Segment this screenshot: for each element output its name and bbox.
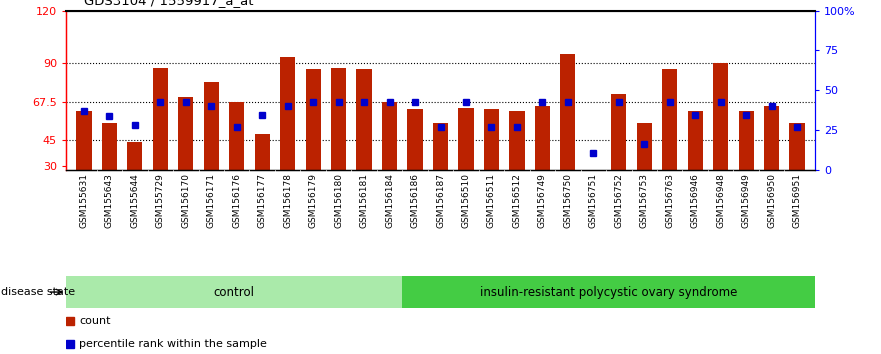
Text: control: control [213, 286, 255, 298]
Text: GSM155631: GSM155631 [79, 173, 88, 228]
Bar [663, 69, 677, 170]
Text: GSM155729: GSM155729 [156, 173, 165, 228]
Text: GSM156187: GSM156187 [436, 173, 445, 228]
Bar [152, 68, 168, 170]
Bar [560, 54, 575, 170]
Text: insulin-resistant polycystic ovary syndrome: insulin-resistant polycystic ovary syndr… [479, 286, 737, 298]
Text: GSM156950: GSM156950 [767, 173, 776, 228]
Text: GSM156170: GSM156170 [181, 173, 190, 228]
Text: GSM155644: GSM155644 [130, 173, 139, 228]
Text: GSM156176: GSM156176 [233, 173, 241, 228]
Text: GSM156751: GSM156751 [589, 173, 598, 228]
Bar [637, 123, 652, 170]
Text: disease state: disease state [1, 287, 75, 297]
Text: percentile rank within the sample: percentile rank within the sample [79, 339, 267, 349]
Text: GSM156753: GSM156753 [640, 173, 648, 228]
Text: GSM156948: GSM156948 [716, 173, 725, 228]
Bar [382, 102, 397, 170]
Text: GSM156750: GSM156750 [563, 173, 573, 228]
Text: GSM156180: GSM156180 [334, 173, 343, 228]
Text: GSM156511: GSM156511 [487, 173, 496, 228]
Text: GSM156186: GSM156186 [411, 173, 419, 228]
Bar [331, 68, 346, 170]
Bar [66, 276, 402, 308]
Bar [204, 82, 218, 170]
Bar [77, 111, 92, 170]
Text: GSM156510: GSM156510 [462, 173, 470, 228]
Text: GSM156171: GSM156171 [207, 173, 216, 228]
Text: GSM156184: GSM156184 [385, 173, 394, 228]
Bar [687, 111, 703, 170]
Text: GSM156949: GSM156949 [742, 173, 751, 228]
Text: GSM156181: GSM156181 [359, 173, 368, 228]
Bar [764, 106, 780, 170]
Text: GSM156763: GSM156763 [665, 173, 674, 228]
Text: GSM156951: GSM156951 [793, 173, 802, 228]
Text: GSM156946: GSM156946 [691, 173, 700, 228]
Bar [407, 109, 423, 170]
Bar [229, 102, 244, 170]
Bar [509, 111, 524, 170]
Text: GSM156512: GSM156512 [513, 173, 522, 228]
Bar [280, 57, 295, 170]
Text: GSM156177: GSM156177 [258, 173, 267, 228]
Bar [484, 109, 499, 170]
Text: count: count [79, 316, 111, 326]
Bar [101, 123, 117, 170]
Bar [178, 97, 194, 170]
Text: GSM156752: GSM156752 [614, 173, 623, 228]
Bar [255, 133, 270, 170]
Bar [402, 276, 815, 308]
Text: GSM155643: GSM155643 [105, 173, 114, 228]
Bar [306, 69, 321, 170]
Bar [789, 123, 804, 170]
Text: GDS3104 / 1559917_a_at: GDS3104 / 1559917_a_at [84, 0, 253, 7]
Bar [357, 69, 372, 170]
Text: GSM156178: GSM156178 [283, 173, 292, 228]
Text: GSM156179: GSM156179 [308, 173, 318, 228]
Text: GSM156749: GSM156749 [538, 173, 547, 228]
Bar [738, 111, 754, 170]
Bar [127, 142, 143, 170]
Bar [458, 108, 474, 170]
Bar [433, 123, 448, 170]
Bar [611, 94, 626, 170]
Bar [535, 106, 550, 170]
Bar [713, 63, 729, 170]
